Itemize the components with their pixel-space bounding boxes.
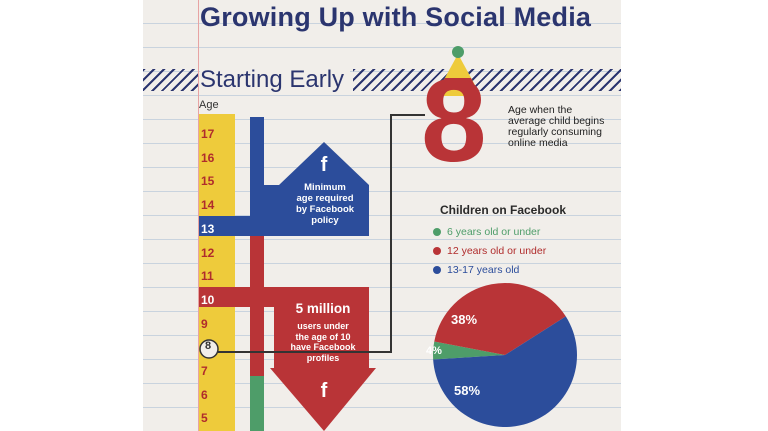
facebook-logo-icon-bottom: f bbox=[320, 380, 328, 402]
legend-item: 6 years old or under bbox=[433, 226, 540, 238]
age-tick-15: 15 bbox=[201, 174, 215, 189]
pie-slice bbox=[433, 341, 505, 360]
age-tick-11: 11 bbox=[201, 269, 214, 284]
legend-item: 13-17 years old bbox=[433, 264, 519, 276]
green-track bbox=[250, 376, 264, 431]
million-arrow-body bbox=[274, 287, 369, 369]
legend-label: 12 years old or under bbox=[447, 245, 547, 258]
age-axis-label: Age bbox=[199, 99, 219, 111]
facebook-logo-icon: f bbox=[320, 154, 328, 176]
party-hat-pom bbox=[452, 46, 464, 58]
age-tick-16: 16 bbox=[201, 150, 215, 165]
legend-label: 13-17 years old bbox=[447, 264, 520, 277]
shapes-layer bbox=[199, 46, 577, 431]
age-tick-5: 5 bbox=[201, 411, 208, 426]
section-title: Starting Early bbox=[200, 66, 351, 94]
age-8-marker bbox=[199, 339, 219, 359]
chart-title: Children on Facebook bbox=[440, 203, 567, 217]
minimum-age-text: Minimum age required by Facebook policy bbox=[295, 182, 355, 226]
header-stripe-left bbox=[143, 69, 198, 91]
infographic: Growing Up with Social Media Starting Ea… bbox=[143, 0, 621, 431]
header-stripe-right bbox=[353, 69, 621, 91]
age-tick-6: 6 bbox=[201, 387, 208, 402]
age-tick-17: 17 bbox=[201, 127, 215, 141]
million-headline: 5 million bbox=[295, 301, 351, 316]
million-text: users under the age of 10 have Facebook … bbox=[290, 321, 356, 363]
legend-swatch bbox=[433, 247, 441, 256]
age-ruler bbox=[199, 114, 235, 431]
pie-label: 4% bbox=[426, 345, 442, 357]
pie-label: 38% bbox=[451, 312, 478, 327]
legend-item: 12 years old or under bbox=[433, 245, 546, 257]
children-facebook-pie bbox=[433, 283, 577, 428]
age-tick-7: 7 bbox=[201, 364, 208, 378]
pie-label: 58% bbox=[454, 383, 481, 398]
age-tick-9: 9 bbox=[201, 316, 208, 331]
big-number-caption: Age when the average child begins regula… bbox=[508, 104, 605, 149]
age-tick-12: 12 bbox=[201, 245, 215, 260]
age-tick-13: 13 bbox=[201, 221, 215, 236]
legend-label: 6 years old or under bbox=[447, 226, 541, 239]
legend-swatch bbox=[433, 228, 441, 237]
minimum-age-arrow-body bbox=[264, 185, 369, 236]
pie-slice bbox=[433, 316, 577, 428]
page-title: Growing Up with Social Media bbox=[200, 2, 592, 32]
pie-slice bbox=[434, 283, 566, 355]
big-number: 8 bbox=[421, 55, 487, 187]
legend-swatch bbox=[433, 266, 441, 275]
age-tick-14: 14 bbox=[201, 198, 215, 213]
connector-line bbox=[218, 114, 425, 353]
age-tick-8: 8 bbox=[205, 340, 212, 353]
party-hat-stripe bbox=[440, 78, 476, 88]
million-arrow-head bbox=[270, 368, 376, 431]
blue-track bbox=[250, 117, 264, 237]
age-tick-10: 10 bbox=[201, 292, 215, 307]
